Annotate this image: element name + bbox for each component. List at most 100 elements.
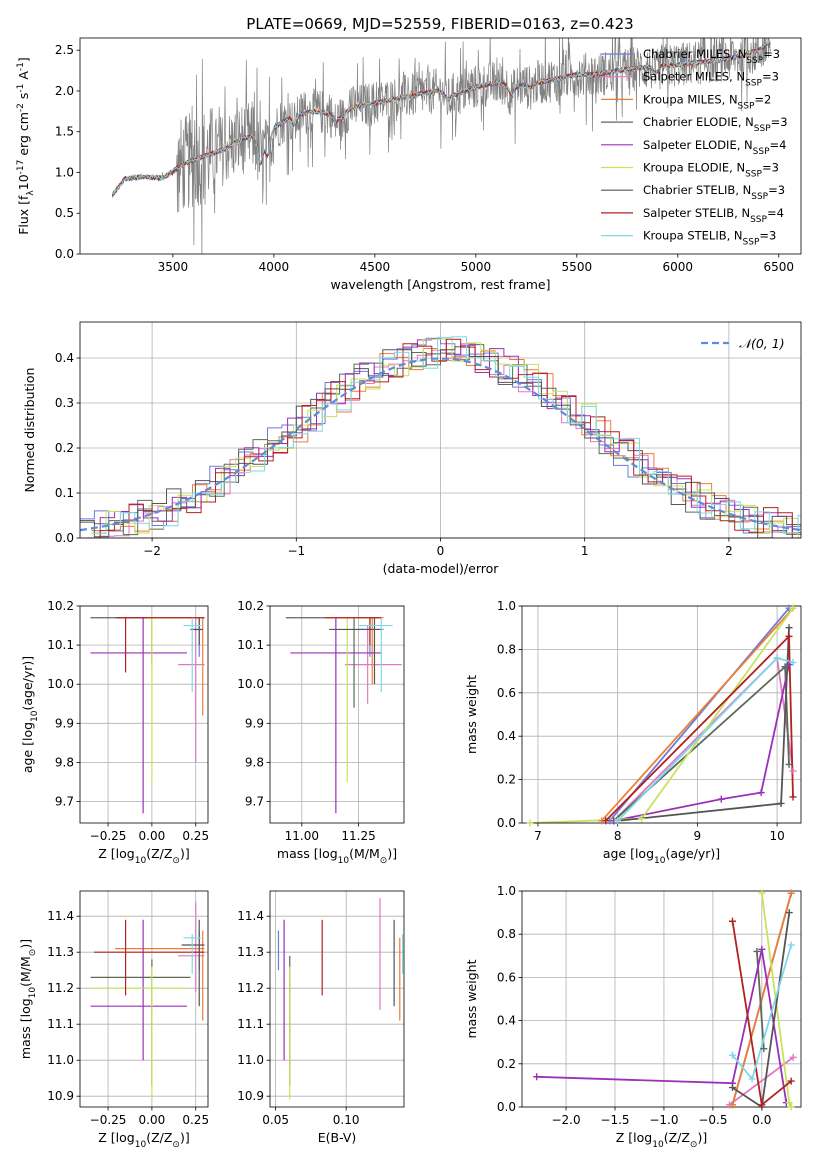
weight-marker [760,1045,768,1053]
y-tick-label: 0.8 [497,642,516,656]
weight-marker [614,817,622,825]
x-tick-label: 0.00 [139,829,166,843]
legend-entry: Salpeter MILES, NSSP=3 [643,70,779,89]
legend-entry: Chabrier ELODIE, NSSP=3 [643,115,788,134]
x-axis-label: Z [log10(Z/Z⊙)] [98,846,189,866]
residual-histogram [80,346,801,538]
weight_vs_age-panel: 7 8 9 10 0.0 0.2 0.4 0.6 0.8 1.0 age [log10(age/yr… [464,599,802,866]
age_vs_mass-panel: 11.00 11.25 9.7 9.8 9.9 10.0 10.1 10.2 mass [log… [237,599,405,866]
y-tick-label: 1.0 [55,165,74,179]
age_vs_mass-frame [269,605,405,824]
mass_vs_EBV-frame [269,890,405,1108]
y-tick-label: 0.0 [497,816,516,830]
residual-histogram [80,344,801,536]
y-tick-label: 9.9 [245,716,264,730]
y-tick-label: 0.0 [55,531,74,545]
x-tick-label: −1.0 [649,1113,678,1127]
observed-spectrum [114,38,771,254]
x-tick-label: 0.00 [139,1113,166,1127]
y-tick-label: 9.8 [55,755,74,769]
legend-entry: Kroupa STELIB, NSSP=3 [643,229,776,248]
y-tick-label: 0.8 [497,927,516,941]
weight_vs_Z-frame [521,890,802,1108]
y-tick-label: 0.4 [497,729,516,743]
weight-marker [785,1099,793,1107]
residual-histogram [85,338,801,538]
y-tick-label: 10.1 [237,638,264,652]
x-axis-label: (data-model)/error [383,561,500,576]
y-tick-label: 9.7 [55,794,74,808]
spectrum-plot-area [111,38,771,254]
x-tick-label: 5500 [562,260,593,274]
legend-entry: Chabrier MILES, NSSP=3 [643,47,780,66]
y-tick-label: 0.2 [55,441,74,455]
weight-marker [787,1077,795,1085]
figure-title: PLATE=0669, MJD=52559, FIBERID=0163, z=0… [246,15,633,33]
x-tick-label: 11.00 [285,829,319,843]
x-axis-label: E(B-V) [318,1130,357,1145]
x-tick-label: 0.0 [752,1113,771,1127]
x-tick-label: 6500 [764,260,795,274]
weight-marker [728,1051,736,1059]
x-tick-label: −0.5 [698,1113,727,1127]
y-tick-label: 0.2 [497,773,516,787]
weight-marker [787,1103,795,1111]
y-tick-label: 1.0 [497,884,516,898]
x-tick-label: 9 [694,829,702,843]
weight-marker [789,793,797,801]
weight_vs_Z-panel: −2.0 −1.5 −1.0 −0.5 0.0 0.0 0.2 0.4 0.6 0.8 1.0 Z [… [464,884,802,1150]
legend-entry: Salpeter ELODIE, NSSP=4 [643,138,786,157]
y-tick-label: 0.5 [55,206,74,220]
y-tick-label: 0.1 [55,486,74,500]
y-tick-label: 0.2 [497,1057,516,1071]
weight-marker [789,767,797,775]
x-tick-label: 4500 [360,260,391,274]
mass_vs_Z-frame [79,890,209,1108]
y-tick-label: 1.5 [55,125,74,139]
y-tick-label: 11.1 [237,1017,264,1031]
weight-marker [758,945,766,953]
age_vs_Z-frame [79,605,209,824]
age_vs_Z-plot-area [90,617,205,814]
weight-marker [748,1075,756,1083]
x-axis-label: mass [log10(M/M⊙)] [277,846,397,866]
weight-line [609,607,790,822]
weight-marker [758,889,766,897]
weight-marker [757,789,765,797]
residuals-plot-area [80,336,801,538]
y-tick-label: 9.9 [55,716,74,730]
y-axis-label: Normed distribution [22,368,37,493]
y-tick-label: 2.0 [55,84,74,98]
weight-marker [789,658,797,666]
weight-marker [789,1053,797,1061]
y-tick-label: 10.2 [237,599,264,613]
weight-marker [787,889,795,897]
y-tick-label: 11.0 [47,1053,74,1067]
legend-entry: Chabrier STELIB, NSSP=3 [643,183,785,202]
y-tick-label: 0.4 [55,351,74,365]
y-tick-label: 0.4 [497,1014,516,1028]
weight-marker [753,947,761,955]
weight-marker [728,917,736,925]
weight-marker [526,819,534,827]
weight-marker [717,795,725,803]
y-tick-label: 11.2 [47,981,74,995]
weight-line [605,634,794,822]
residual-histogram [80,337,801,534]
y-tick-label: 11.0 [237,1053,264,1067]
x-tick-label: −2.0 [551,1113,580,1127]
x-tick-label: 8 [614,829,622,843]
weight-line [732,912,791,1107]
y-tick-label: 0.6 [497,970,516,984]
y-tick-label: 10.0 [47,677,74,691]
y-tick-label: 0.0 [55,247,74,261]
weight-line [613,664,790,822]
weight_vs_age-plot-area [529,607,794,823]
x-tick-label: −0.25 [90,1113,127,1127]
y-tick-label: 10.1 [47,638,74,652]
x-tick-label: 0.05 [262,1113,289,1127]
spectrum-panel: 3500 4000 4500 5000 5500 6000 6500 0.0 0.5 1.0 1.5… [16,37,802,292]
legend-entry: Salpeter STELIB, NSSP=4 [643,206,784,225]
mass_vs_Z-plot-area [90,901,205,1100]
y-axis-label: Flux [fλ10-17 erg cm-2 s-1 A-1] [16,57,36,235]
